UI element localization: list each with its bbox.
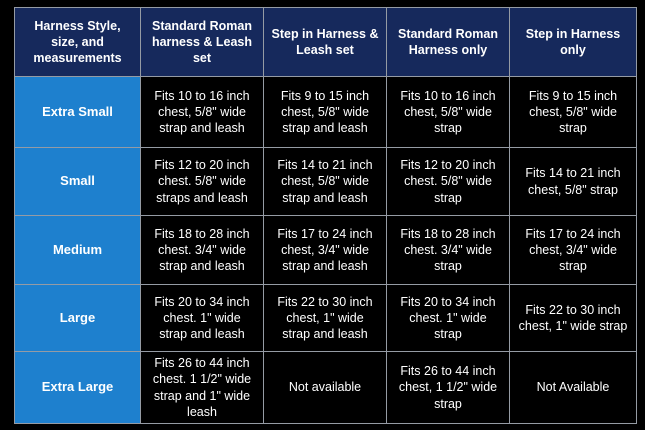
measurement-cell: Fits 22 to 30 inch chest, 1" wide strap …: [263, 284, 387, 352]
table-row: Large Fits 20 to 34 inch chest. 1" wide s…: [14, 284, 637, 352]
measurement-cell: Fits 10 to 16 inch chest, 5/8" wide stra…: [386, 76, 510, 148]
header-cell-style-size: Harness Style, size, and measurements: [14, 7, 141, 77]
measurement-cell: Fits 20 to 34 inch chest. 1" wide strap …: [140, 284, 264, 352]
measurement-cell: Fits 18 to 28 inch chest. 3/4" wide stra…: [386, 215, 510, 285]
measurement-cell: Fits 18 to 28 inch chest. 3/4" wide stra…: [140, 215, 264, 285]
header-cell-stepin-only: Step in Harness only: [509, 7, 637, 77]
table-row: Extra Large Fits 26 to 44 inch chest. 1 1…: [14, 351, 637, 424]
measurement-cell: Fits 26 to 44 inch chest. 1 1/2" wide st…: [140, 351, 264, 424]
measurement-cell: Fits 9 to 15 inch chest, 5/8" wide strap…: [263, 76, 387, 148]
measurement-cell: Fits 26 to 44 inch chest, 1 1/2" wide st…: [386, 351, 510, 424]
table-row: Small Fits 12 to 20 inch chest. 5/8" wide…: [14, 147, 637, 216]
measurement-cell: Fits 12 to 20 inch chest. 5/8" wide stra…: [140, 147, 264, 216]
header-row: Harness Style, size, and measurements St…: [14, 7, 637, 77]
size-label-cell: Medium: [14, 215, 141, 285]
size-label-cell: Large: [14, 284, 141, 352]
measurement-cell: Fits 17 to 24 inch chest, 3/4" wide stra…: [263, 215, 387, 285]
measurement-cell: Fits 14 to 21 inch chest, 5/8" wide stra…: [263, 147, 387, 216]
header-cell-stepin-leash-set: Step in Harness & Leash set: [263, 7, 387, 77]
header-cell-roman-leash-set: Standard Roman harness & Leash set: [140, 7, 264, 77]
harness-size-table: Harness Style, size, and measurements St…: [14, 7, 637, 424]
measurement-cell: Fits 9 to 15 inch chest, 5/8" wide strap: [509, 76, 637, 148]
size-label-cell: Extra Small: [14, 76, 141, 148]
measurement-cell: Fits 20 to 34 inch chest. 1" wide strap: [386, 284, 510, 352]
measurement-cell: Not available: [263, 351, 387, 424]
measurement-cell: Not Available: [509, 351, 637, 424]
table-row: Extra Small Fits 10 to 16 inch chest, 5/8…: [14, 76, 637, 148]
table-header: Harness Style, size, and measurements St…: [14, 7, 637, 77]
header-cell-roman-only: Standard Roman Harness only: [386, 7, 510, 77]
measurement-cell: Fits 12 to 20 inch chest. 5/8" wide stra…: [386, 147, 510, 216]
measurement-cell: Fits 10 to 16 inch chest, 5/8" wide stra…: [140, 76, 264, 148]
size-label-cell: Small: [14, 147, 141, 216]
table-body: Extra Small Fits 10 to 16 inch chest, 5/8…: [14, 76, 637, 424]
size-label-cell: Extra Large: [14, 351, 141, 424]
measurement-cell: Fits 22 to 30 inch chest, 1" wide strap: [509, 284, 637, 352]
table-row: Medium Fits 18 to 28 inch chest. 3/4" wid…: [14, 215, 637, 285]
measurement-cell: Fits 14 to 21 inch chest, 5/8" strap: [509, 147, 637, 216]
measurement-cell: Fits 17 to 24 inch chest, 3/4" wide stra…: [509, 215, 637, 285]
